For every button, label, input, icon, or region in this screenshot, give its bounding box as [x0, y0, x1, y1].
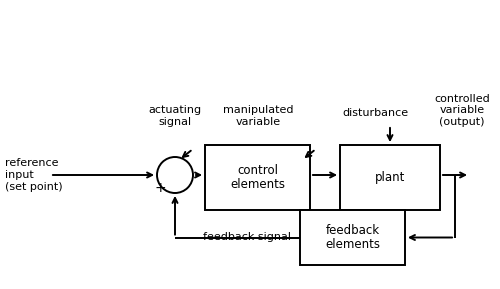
Text: reference
input
(set point): reference input (set point) [5, 158, 62, 192]
Text: +: + [154, 181, 166, 195]
Text: actuating
signal: actuating signal [148, 105, 202, 127]
Bar [205, 145, 310, 210]
Text: control
elements: control elements [230, 164, 285, 192]
Text: plant: plant [375, 171, 405, 184]
Text: feedback signal: feedback signal [203, 232, 291, 242]
Bar [300, 210, 405, 265]
Bar [340, 145, 440, 210]
Text: manipulated
variable: manipulated variable [223, 105, 293, 127]
Text: disturbance: disturbance [342, 108, 408, 118]
Text: controlled
variable
(output): controlled variable (output) [434, 94, 490, 127]
Text: feedback
elements: feedback elements [325, 223, 380, 251]
